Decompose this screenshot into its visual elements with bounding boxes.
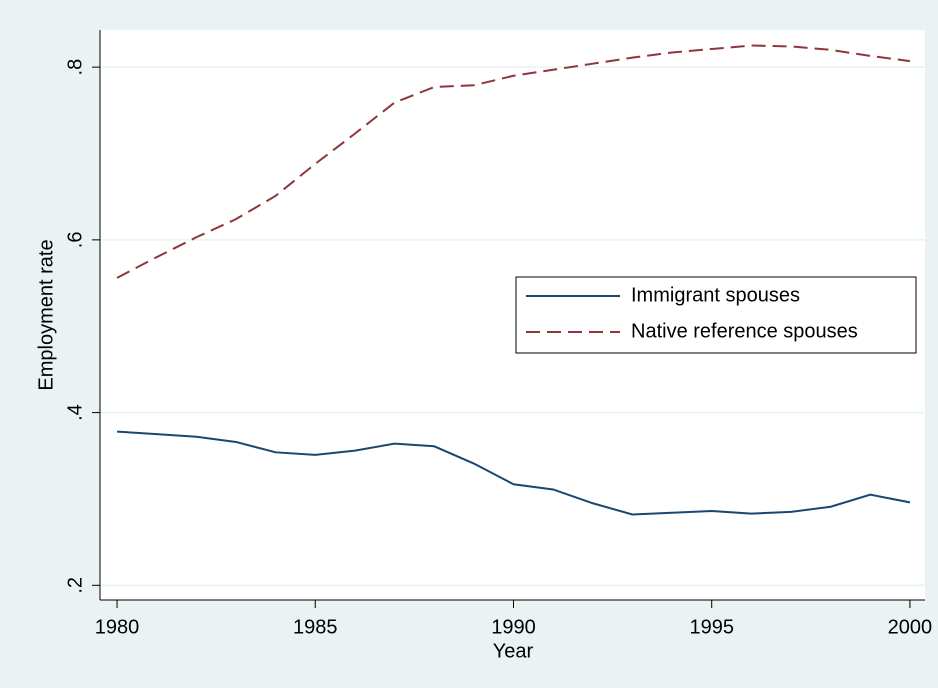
- line-series: [116, 430, 911, 516]
- y-tick-label: .2: [64, 577, 86, 594]
- y-tick-label: .4: [64, 404, 86, 421]
- y-tick-label: .8: [64, 59, 86, 76]
- x-tick-label: 1990: [491, 616, 536, 638]
- legend-label: Native reference spouses: [631, 320, 858, 342]
- legend-label: Immigrant spouses: [631, 284, 800, 306]
- y-tick-label: .6: [64, 232, 86, 249]
- x-tick-label: 1995: [689, 616, 734, 638]
- x-axis-title: Year: [493, 640, 534, 662]
- x-tick-label: 1980: [95, 616, 140, 638]
- legend-box: [515, 276, 917, 354]
- line-series: [116, 44, 911, 279]
- x-tick-label: 2000: [888, 616, 933, 638]
- y-axis-title: Employment rate: [35, 239, 57, 390]
- x-tick-label: 1985: [293, 616, 338, 638]
